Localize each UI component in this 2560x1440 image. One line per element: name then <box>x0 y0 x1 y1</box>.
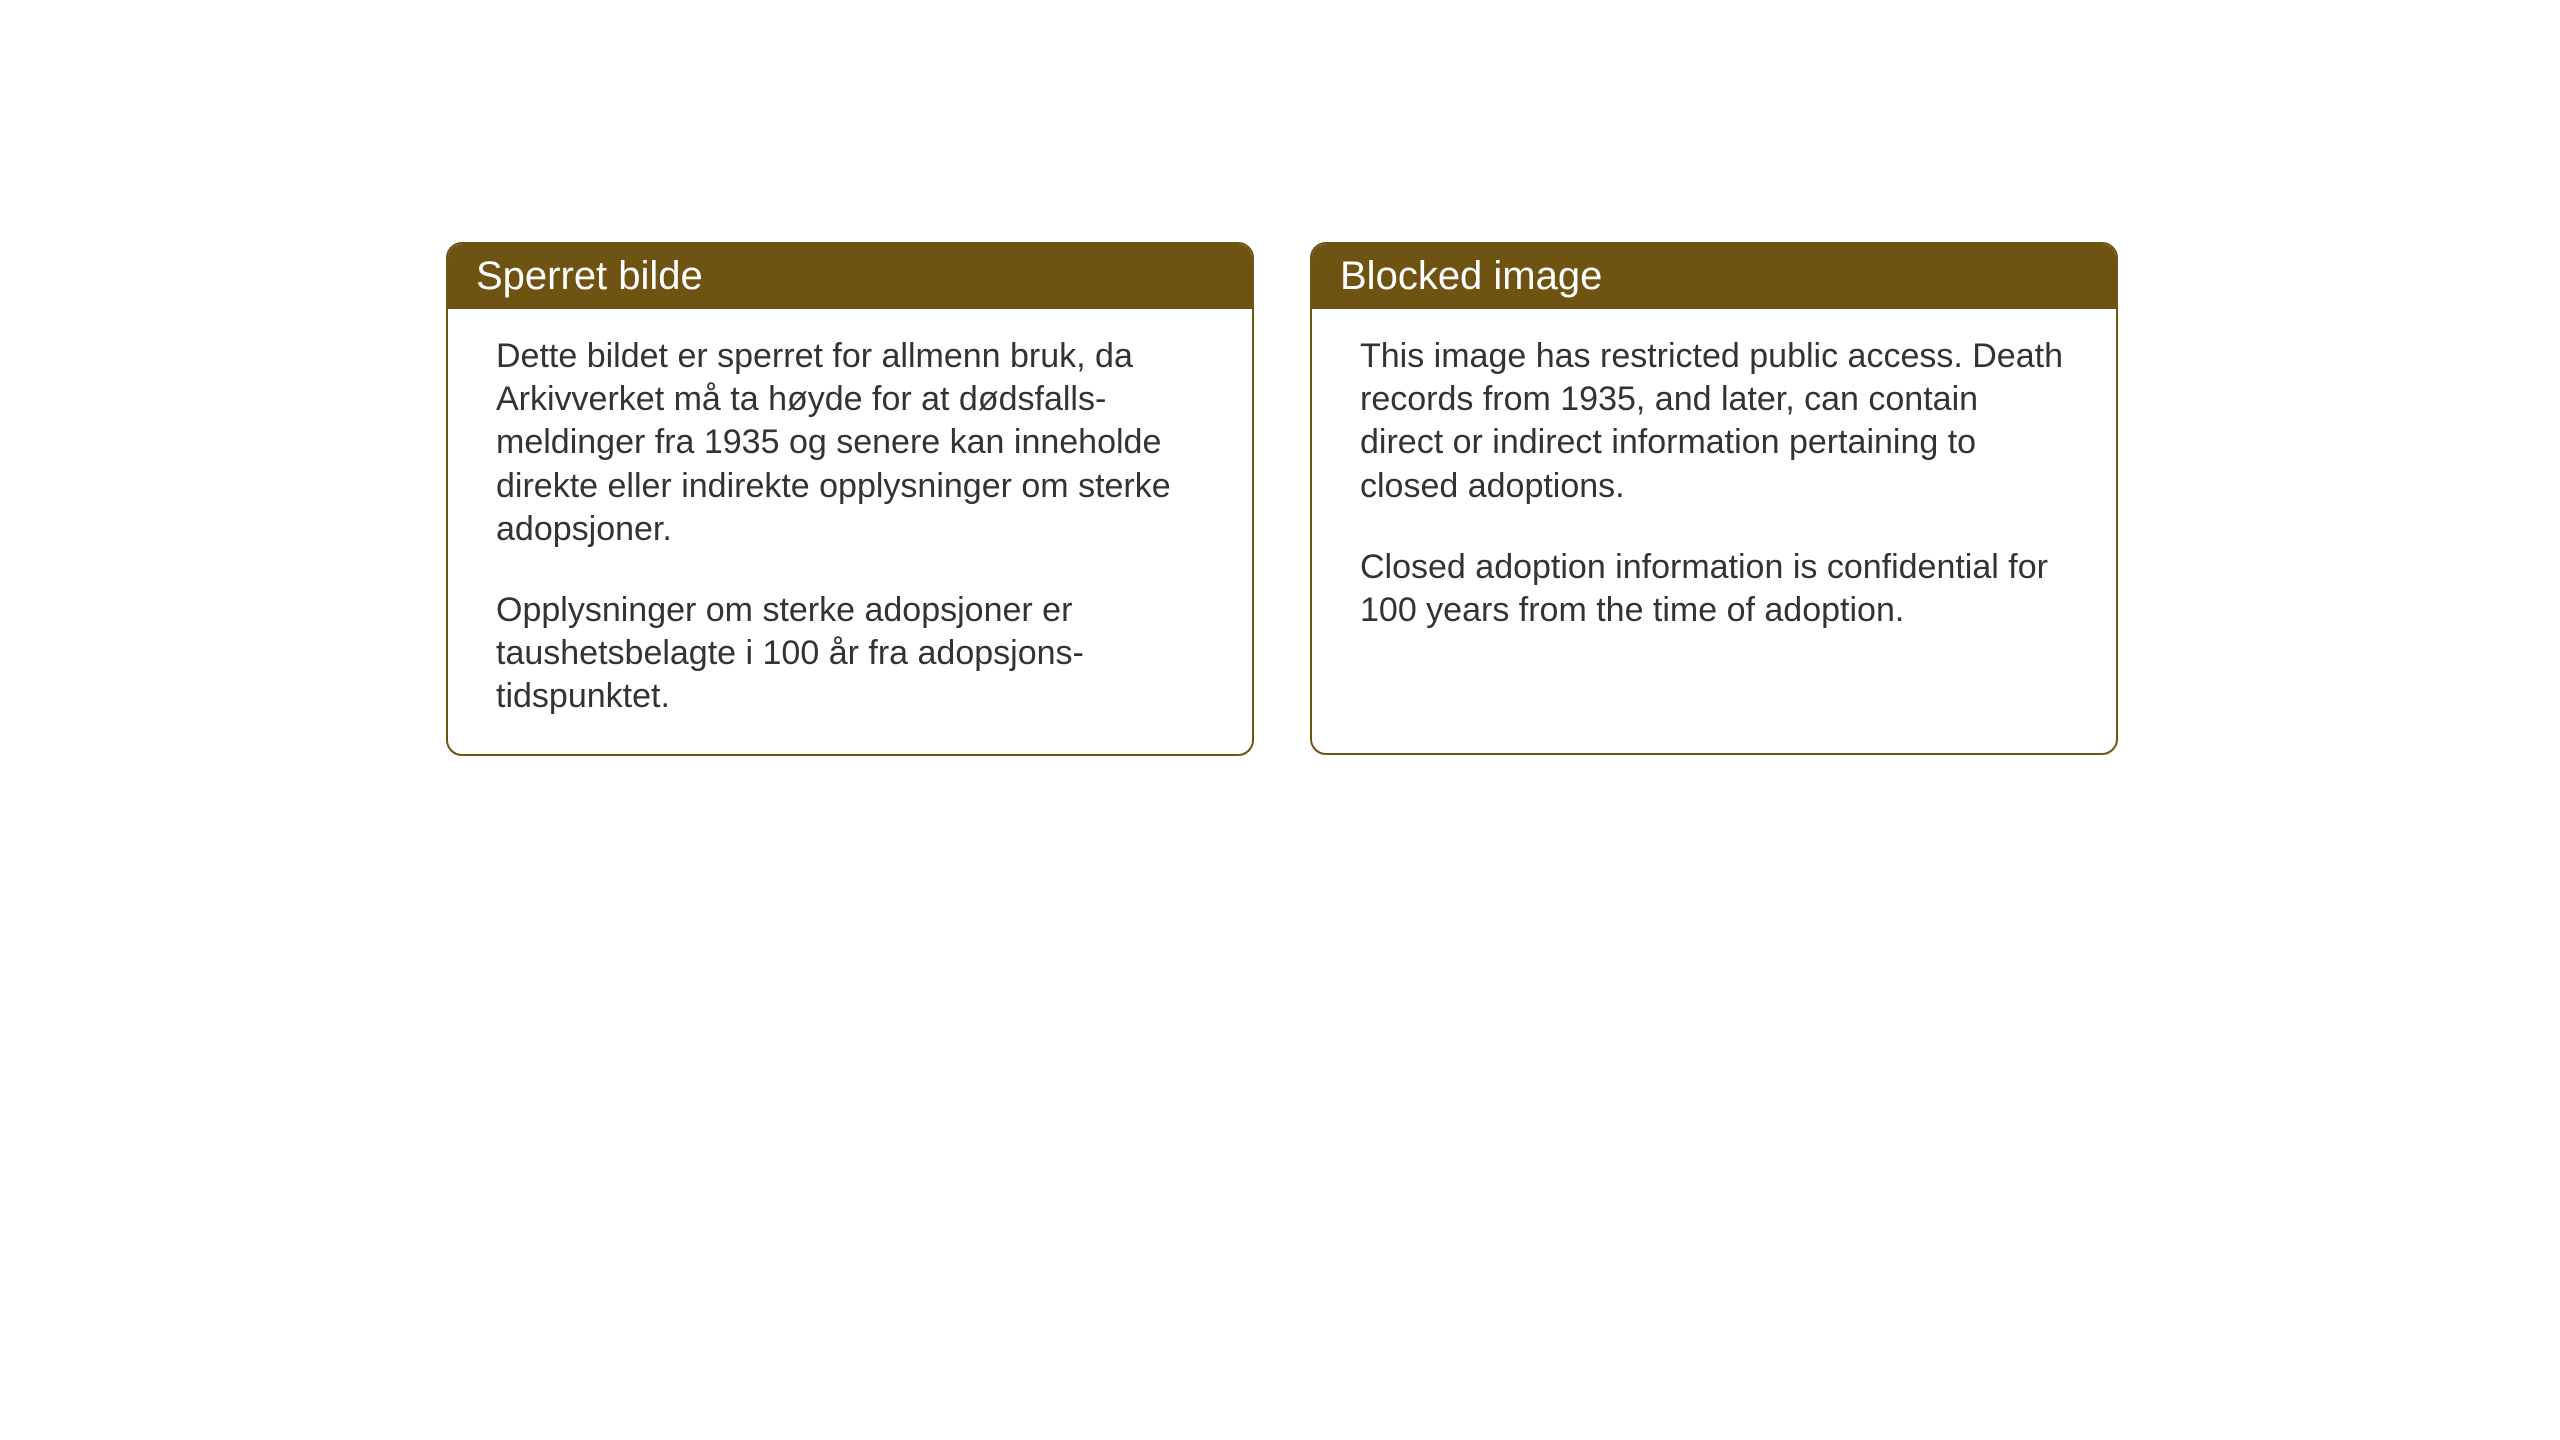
notice-paragraph-1-norwegian: Dette bildet er sperret for allmenn bruk… <box>496 335 1204 551</box>
notice-box-norwegian: Sperret bilde Dette bildet er sperret fo… <box>446 242 1254 756</box>
notice-paragraph-2-english: Closed adoption information is confident… <box>1360 546 2068 632</box>
notice-body-norwegian: Dette bildet er sperret for allmenn bruk… <box>448 309 1252 754</box>
notice-header-norwegian: Sperret bilde <box>448 244 1252 309</box>
notice-title-norwegian: Sperret bilde <box>476 254 703 298</box>
notice-box-english: Blocked image This image has restricted … <box>1310 242 2118 755</box>
notice-paragraph-1-english: This image has restricted public access.… <box>1360 335 2068 508</box>
notice-body-english: This image has restricted public access.… <box>1312 309 2116 668</box>
notice-paragraph-2-norwegian: Opplysninger om sterke adopsjoner er tau… <box>496 589 1204 719</box>
notice-title-english: Blocked image <box>1340 254 1602 298</box>
notice-header-english: Blocked image <box>1312 244 2116 309</box>
notice-container: Sperret bilde Dette bildet er sperret fo… <box>446 242 2118 756</box>
